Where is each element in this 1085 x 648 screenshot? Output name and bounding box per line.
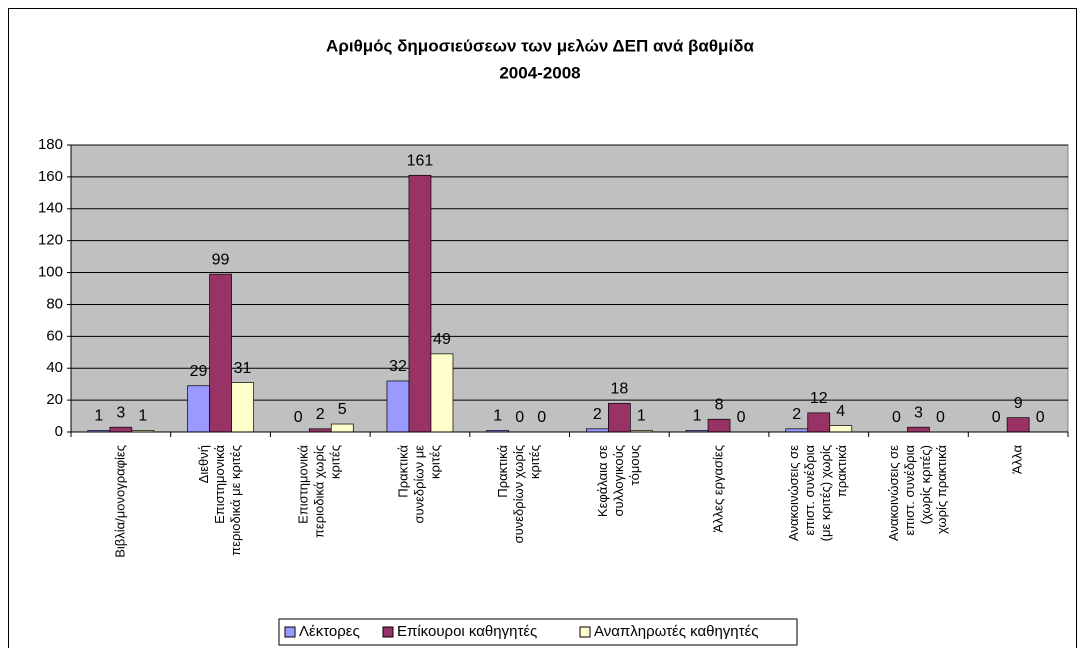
data-label: 2 xyxy=(792,406,801,423)
data-label: 0 xyxy=(936,409,945,426)
x-tick-label: (χωρίς κριτές) xyxy=(918,445,933,524)
data-label: 0 xyxy=(515,409,524,426)
data-label: 12 xyxy=(810,390,828,407)
bar xyxy=(829,425,853,433)
data-label: 0 xyxy=(737,409,746,426)
data-label: 0 xyxy=(537,409,546,426)
data-label: 99 xyxy=(212,251,230,268)
chart-title: 2004-2008 xyxy=(499,63,580,82)
data-label: 0 xyxy=(294,409,303,426)
y-tick-label: 140 xyxy=(38,200,63,217)
data-label: 2 xyxy=(316,406,325,423)
x-tick-label: κριτές xyxy=(328,445,343,479)
y-tick-label: 80 xyxy=(46,295,63,312)
bar xyxy=(1006,417,1030,433)
bar xyxy=(807,412,831,433)
x-tick-label: κριτές xyxy=(427,445,442,479)
data-label: 1 xyxy=(493,408,502,425)
y-tick-label: 160 xyxy=(38,168,63,185)
data-label: 1 xyxy=(138,408,147,425)
x-tick-label: Πρακτικά xyxy=(495,445,510,498)
legend-swatch xyxy=(382,626,394,638)
x-tick-label: τόμους xyxy=(627,445,642,485)
x-tick-label: Επιστημονικά xyxy=(296,445,311,524)
bar xyxy=(430,353,454,433)
legend-swatch xyxy=(579,626,591,638)
x-tick-label: Ανακοινώσεις σε xyxy=(886,445,901,541)
legend-box xyxy=(278,618,798,646)
y-tick-label: 40 xyxy=(46,359,63,376)
bar xyxy=(231,382,254,433)
x-tick-label: περιοδικά χωρίς xyxy=(312,445,327,538)
x-tick-label: (με κριτές) χωρίς xyxy=(818,445,833,541)
legend-swatch xyxy=(284,626,296,638)
data-label: 49 xyxy=(433,331,451,348)
data-label: 4 xyxy=(836,403,845,420)
bar xyxy=(707,418,731,433)
x-tick-label: περιοδικά με κριτές xyxy=(228,445,243,556)
x-tick-label: συνεδρίων με xyxy=(411,445,426,524)
x-tick-label: επιστ. συνέδρια xyxy=(802,445,817,536)
chart-title: Αριθμός δημοσιεύσεων των μελών ΔΕΠ ανά β… xyxy=(326,36,754,55)
x-tick-label: συνεδρίων χωρίς xyxy=(511,445,526,543)
data-label: 18 xyxy=(610,381,628,398)
bar xyxy=(607,402,631,433)
y-tick-label: 120 xyxy=(38,232,63,249)
data-label: 31 xyxy=(234,360,252,377)
x-tick-label: κριτές xyxy=(527,445,542,479)
data-label: 3 xyxy=(116,404,125,421)
y-tick-label: 20 xyxy=(46,391,63,408)
x-tick-label: Ανακοινώσεις σε xyxy=(786,445,801,541)
data-label: 1 xyxy=(94,408,103,425)
x-tick-label: Βιβλία/μονογραφίες xyxy=(112,445,127,558)
data-label: 3 xyxy=(914,404,923,421)
data-label: 32 xyxy=(389,358,407,375)
x-tick-label: Άλλα xyxy=(1010,445,1025,474)
y-tick-label: 60 xyxy=(46,327,63,344)
x-tick-label: επιστ. συνέδρια xyxy=(902,445,917,536)
x-tick-label: Επιστημονικά xyxy=(212,445,227,524)
bar xyxy=(330,423,354,433)
data-label: 29 xyxy=(190,363,208,380)
data-label: 161 xyxy=(407,153,434,170)
legend-label: Αναπληρωτές καθηγητές xyxy=(594,623,759,640)
x-tick-label: συλλογικούς xyxy=(611,445,626,517)
data-label: 1 xyxy=(693,408,702,425)
bar xyxy=(386,380,410,433)
x-tick-label: χωρίς πρακτικά xyxy=(934,445,949,535)
y-tick-label: 0 xyxy=(55,423,63,440)
data-label: 9 xyxy=(1014,395,1023,412)
x-tick-label: πρακτικά xyxy=(834,445,849,498)
x-tick-label: Κεφάλαια σε xyxy=(595,445,610,517)
y-tick-label: 180 xyxy=(38,136,63,153)
x-tick-label: Άλλες εργασίες xyxy=(710,445,725,533)
data-label: 0 xyxy=(1036,409,1045,426)
bar xyxy=(187,385,210,433)
data-label: 8 xyxy=(715,396,724,413)
data-label: 5 xyxy=(338,401,347,418)
x-tick-label: Πρακτικά xyxy=(395,445,410,498)
bar xyxy=(209,273,232,433)
data-label: 2 xyxy=(593,406,602,423)
y-tick-label: 100 xyxy=(38,264,63,281)
legend-label: Επίκουροι καθηγητές xyxy=(397,623,537,640)
legend-label: Λέκτορες xyxy=(299,623,360,640)
data-label: 1 xyxy=(637,408,646,425)
bar xyxy=(408,174,432,433)
x-tick-label: Διεθνή xyxy=(196,445,211,483)
bar xyxy=(109,426,133,433)
data-label: 0 xyxy=(892,409,901,426)
bar xyxy=(907,426,930,433)
data-label: 0 xyxy=(992,409,1001,426)
